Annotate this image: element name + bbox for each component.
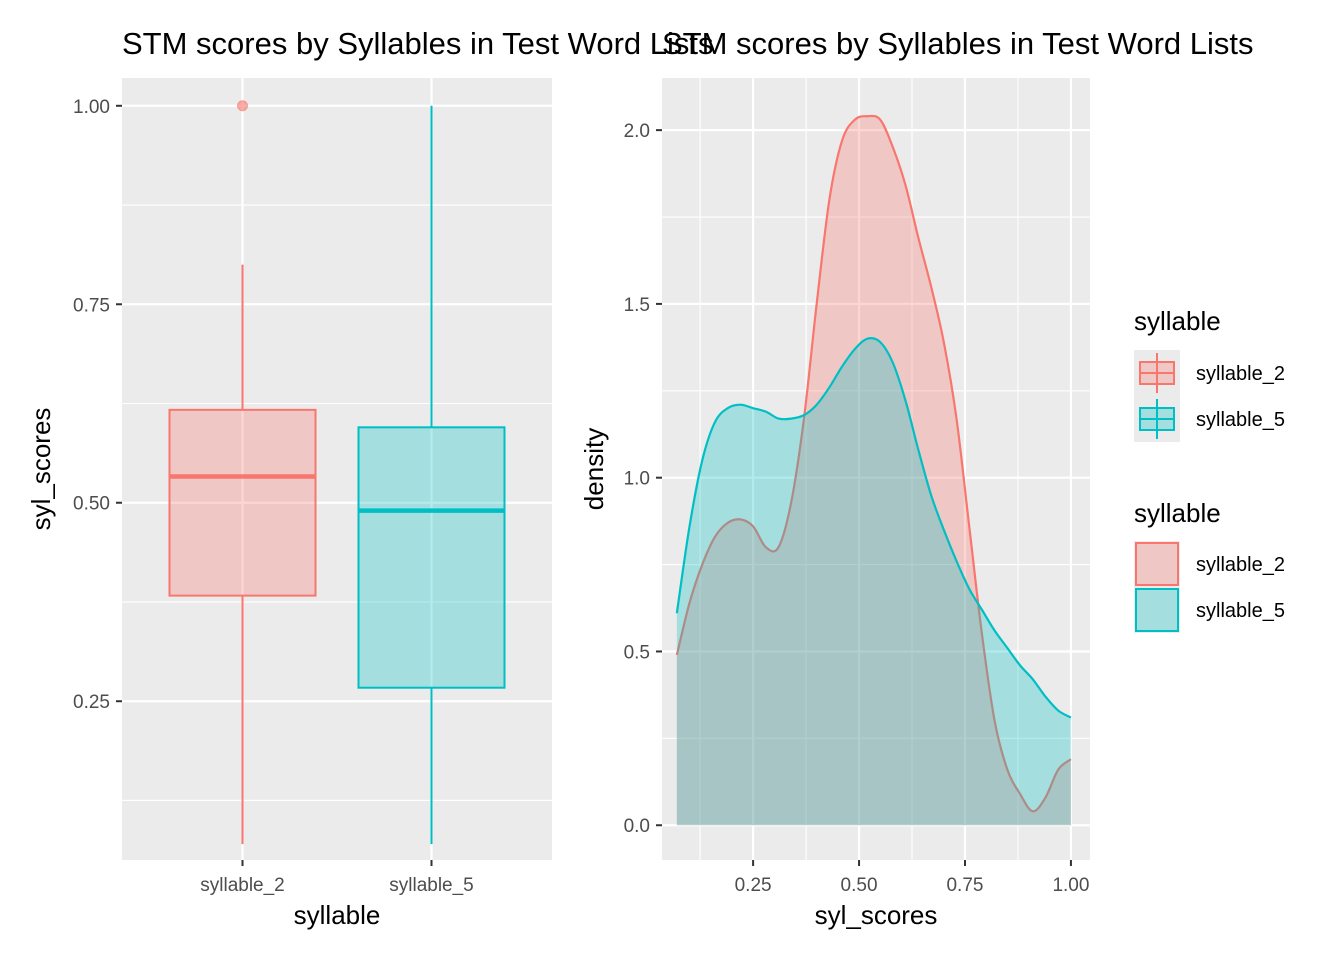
density-x-axis-ticks: 0.25 0.50 0.75 1.00 (735, 860, 1089, 896)
density-plot-background (662, 78, 1090, 860)
density-plot-title: STM scores by Syllables in Test Word Lis… (662, 26, 1254, 61)
density-y-tick-label: 1.0 (624, 469, 650, 490)
density-x-tick-label: 0.75 (946, 875, 983, 896)
box-syllable_2 (168, 100, 317, 845)
box-x-axis-ticks: syllable_2 syllable_5 (200, 860, 474, 896)
density-x-tick-label: 0.50 (841, 875, 878, 896)
legend-key-background (1134, 587, 1180, 633)
box-plot-title: STM scores by Syllables in Test Word Lis… (122, 26, 714, 61)
legend-box-keys: syllable_2 syllable_5 (1134, 350, 1285, 442)
density-series-syllable_5 (675, 337, 1072, 826)
legend-box-style: syllable syllable_2 syllable_5 (1134, 306, 1285, 442)
density-y-tick-label: 0.5 (624, 642, 650, 663)
legend-box-key: syllable_2 (1134, 350, 1285, 396)
box-y-tick-label: 0.75 (73, 295, 110, 316)
legend-box-title: syllable (1134, 306, 1221, 336)
legend-key-background (1134, 541, 1180, 587)
box-syllable_5 (357, 105, 506, 845)
box-iqr-rect (168, 408, 317, 597)
box-y-tick-label: 0.25 (73, 692, 110, 713)
box-plot-marks (168, 100, 506, 845)
legend-box-label: syllable_2 (1196, 363, 1285, 385)
legend-fill-style: syllable syllable_2 syllable_5 (1134, 498, 1285, 633)
legend-fill-title: syllable (1134, 498, 1221, 528)
density-area (676, 338, 1071, 826)
legend-box-label: syllable_5 (1196, 409, 1285, 431)
box-x-tick-label: syllable_5 (389, 875, 474, 896)
legend-key-swatch (1135, 542, 1179, 586)
density-x-axis-title: syl_scores (815, 900, 938, 930)
legend-fill-label: syllable_5 (1196, 600, 1285, 622)
density-area (676, 115, 1071, 826)
legend-fill-key: syllable_2 (1134, 541, 1285, 587)
box-y-tick-label: 0.50 (73, 494, 110, 515)
box-iqr-rect (357, 426, 506, 689)
box-x-tick-label: syllable_2 (200, 875, 285, 896)
density-y-tick-label: 1.5 (624, 295, 650, 316)
legend-fill-key: syllable_5 (1134, 587, 1285, 633)
box-y-axis-ticks: 0.25 0.50 0.75 1.00 (73, 97, 122, 713)
density-x-tick-label: 0.25 (735, 875, 772, 896)
box-y-axis-title: syl_scores (26, 408, 56, 531)
density-plot-marks (675, 114, 1072, 826)
density-y-tick-label: 2.0 (624, 121, 650, 142)
box-plot-background (122, 78, 552, 860)
box-y-tick-label: 1.00 (73, 97, 110, 118)
legend-box-key: syllable_5 (1134, 396, 1285, 442)
box-plot-panel: 0.25 0.50 0.75 1.00 syllable_2 syllable_5 ST… (26, 26, 714, 930)
density-major-gridlines (662, 78, 1090, 860)
legend-key-swatch (1135, 588, 1179, 632)
legend-fill-label: syllable_2 (1196, 554, 1285, 576)
box-x-axis-title: syllable (294, 900, 381, 930)
density-plot-panel: 0.0 0.5 1.0 1.5 2.0 0.25 0.50 0.75 1.00 STM sco… (579, 26, 1254, 930)
legend-fill-keys: syllable_2 syllable_5 (1134, 541, 1285, 633)
density-line (675, 114, 1072, 813)
density-y-axis-ticks: 0.0 0.5 1.0 1.5 2.0 (624, 121, 662, 837)
density-y-tick-label: 0.0 (624, 816, 650, 837)
density-x-tick-label: 1.00 (1052, 875, 1089, 896)
box-outlier-point (237, 100, 248, 112)
density-series-syllable_2 (675, 114, 1072, 826)
box-minor-gridlines (122, 204, 552, 802)
density-y-axis-title: density (579, 428, 609, 510)
density-line (675, 337, 1072, 719)
